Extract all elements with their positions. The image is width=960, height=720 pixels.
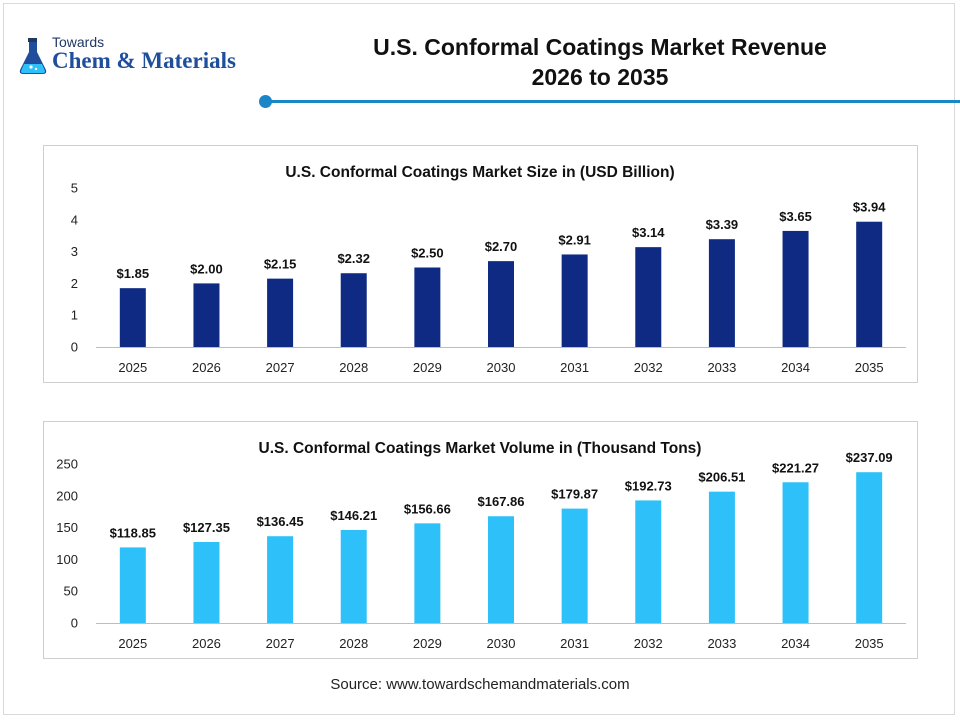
revenue-x-tick-label: 2029 xyxy=(413,360,442,375)
revenue-y-tick-label: 1 xyxy=(71,308,78,323)
volume-bar-2033 xyxy=(708,491,735,623)
volume-x-tick-label: 2031 xyxy=(560,636,589,651)
revenue-x-tick-label: 2030 xyxy=(487,360,516,375)
revenue-bar-2029 xyxy=(414,267,441,347)
revenue-bar-2032 xyxy=(635,247,662,347)
revenue-data-label: $2.00 xyxy=(190,261,223,276)
revenue-x-tick-label: 2034 xyxy=(781,360,810,375)
volume-y-tick-label: 50 xyxy=(64,584,78,599)
revenue-bar-2030 xyxy=(488,261,514,347)
revenue-x-tick-label: 2026 xyxy=(192,360,221,375)
revenue-x-tick-label: 2028 xyxy=(339,360,368,375)
volume-bar-2031 xyxy=(561,508,588,623)
revenue-bar-2025 xyxy=(119,288,146,347)
revenue-y-tick-label: 2 xyxy=(71,276,78,291)
revenue-y-tick-label: 3 xyxy=(71,244,78,259)
volume-chart-panel: U.S. Conformal Coatings Market Volume in… xyxy=(43,421,918,659)
volume-data-label: $192.73 xyxy=(625,478,672,493)
revenue-x-tick-label: 2033 xyxy=(707,360,736,375)
flask-icon xyxy=(19,38,47,74)
revenue-bar-2033 xyxy=(708,239,735,347)
revenue-data-label: $3.94 xyxy=(853,200,886,215)
title-rule-dot xyxy=(259,95,272,108)
revenue-bar-2027 xyxy=(267,278,294,347)
revenue-bar-2028 xyxy=(340,273,367,347)
logo-text-top: Towards xyxy=(52,34,105,50)
revenue-bar-2034 xyxy=(782,230,809,347)
brand-logo: Towards Chem & Materials xyxy=(16,34,266,78)
revenue-chart-title: U.S. Conformal Coatings Market Size in (… xyxy=(285,164,674,181)
revenue-bar-2026 xyxy=(193,283,220,347)
volume-x-tick-label: 2028 xyxy=(339,636,368,651)
volume-x-tick-label: 2027 xyxy=(266,636,295,651)
logo-text-main: Chem & Materials xyxy=(52,48,236,73)
volume-chart-title: U.S. Conformal Coatings Market Volume in… xyxy=(259,440,702,457)
revenue-bar-2031 xyxy=(561,254,588,347)
page-title-line1: U.S. Conformal Coatings Market Revenue xyxy=(373,34,827,60)
volume-bar-2035 xyxy=(856,472,883,623)
volume-y-tick-label: 0 xyxy=(71,616,78,631)
volume-bar-2029 xyxy=(414,523,441,623)
revenue-x-tick-label: 2035 xyxy=(855,360,884,375)
title-rule xyxy=(266,100,960,103)
volume-x-tick-label: 2034 xyxy=(781,636,810,651)
revenue-data-label: $2.32 xyxy=(337,251,370,266)
volume-x-tick-label: 2035 xyxy=(855,636,884,651)
volume-bar-2025 xyxy=(119,547,146,623)
revenue-data-label: $3.65 xyxy=(779,209,812,224)
revenue-y-tick-label: 4 xyxy=(71,212,78,227)
volume-x-tick-label: 2025 xyxy=(118,636,147,651)
volume-bar-2027 xyxy=(267,536,294,623)
page-title: U.S. Conformal Coatings Market Revenue 2… xyxy=(250,32,950,92)
volume-x-tick-label: 2030 xyxy=(487,636,516,651)
revenue-x-tick-label: 2032 xyxy=(634,360,663,375)
revenue-x-tick-label: 2027 xyxy=(266,360,295,375)
volume-bar-chart: U.S. Conformal Coatings Market Volume in… xyxy=(56,440,906,651)
page-frame xyxy=(3,3,955,715)
volume-y-tick-label: 150 xyxy=(56,520,78,535)
revenue-data-label: $3.39 xyxy=(706,217,739,232)
volume-x-tick-label: 2033 xyxy=(707,636,736,651)
volume-data-label: $206.51 xyxy=(698,470,745,485)
page-title-line2: 2026 to 2035 xyxy=(531,64,669,90)
volume-x-tick-label: 2026 xyxy=(192,636,221,651)
volume-data-label: $127.35 xyxy=(183,520,230,535)
volume-bar-2026 xyxy=(193,542,220,623)
revenue-y-tick-label: 5 xyxy=(71,181,78,196)
revenue-chart-panel: U.S. Conformal Coatings Market Size in (… xyxy=(43,145,918,383)
volume-bar-2034 xyxy=(782,482,809,623)
volume-bar-2028 xyxy=(340,530,367,623)
volume-data-label: $118.85 xyxy=(110,525,156,540)
revenue-data-label: $2.70 xyxy=(485,239,518,254)
revenue-data-label: $2.15 xyxy=(264,257,297,272)
volume-data-label: $221.27 xyxy=(772,460,819,475)
revenue-bar-2035 xyxy=(856,221,883,347)
revenue-data-label: $2.91 xyxy=(558,232,591,247)
volume-data-label: $136.45 xyxy=(257,514,304,529)
volume-data-label: $167.86 xyxy=(478,494,525,509)
volume-bar-2032 xyxy=(635,500,662,623)
volume-bar-2030 xyxy=(488,516,514,623)
volume-x-tick-label: 2029 xyxy=(413,636,442,651)
volume-y-tick-label: 250 xyxy=(56,457,78,472)
revenue-x-tick-label: 2031 xyxy=(560,360,589,375)
revenue-bar-chart: U.S. Conformal Coatings Market Size in (… xyxy=(71,164,906,375)
volume-data-label: $179.87 xyxy=(551,487,598,502)
volume-y-tick-label: 100 xyxy=(56,552,78,567)
revenue-data-label: $3.14 xyxy=(632,225,665,240)
revenue-y-tick-label: 0 xyxy=(71,340,78,355)
source-note: Source: www.towardschemandmaterials.com xyxy=(330,676,630,693)
volume-y-tick-label: 200 xyxy=(56,488,78,503)
volume-data-label: $156.66 xyxy=(404,501,451,516)
revenue-x-tick-label: 2025 xyxy=(118,360,147,375)
volume-x-tick-label: 2032 xyxy=(634,636,663,651)
revenue-data-label: $1.85 xyxy=(117,266,150,281)
volume-data-label: $237.09 xyxy=(846,450,893,465)
volume-data-label: $146.21 xyxy=(330,508,377,523)
revenue-data-label: $2.50 xyxy=(411,246,444,261)
